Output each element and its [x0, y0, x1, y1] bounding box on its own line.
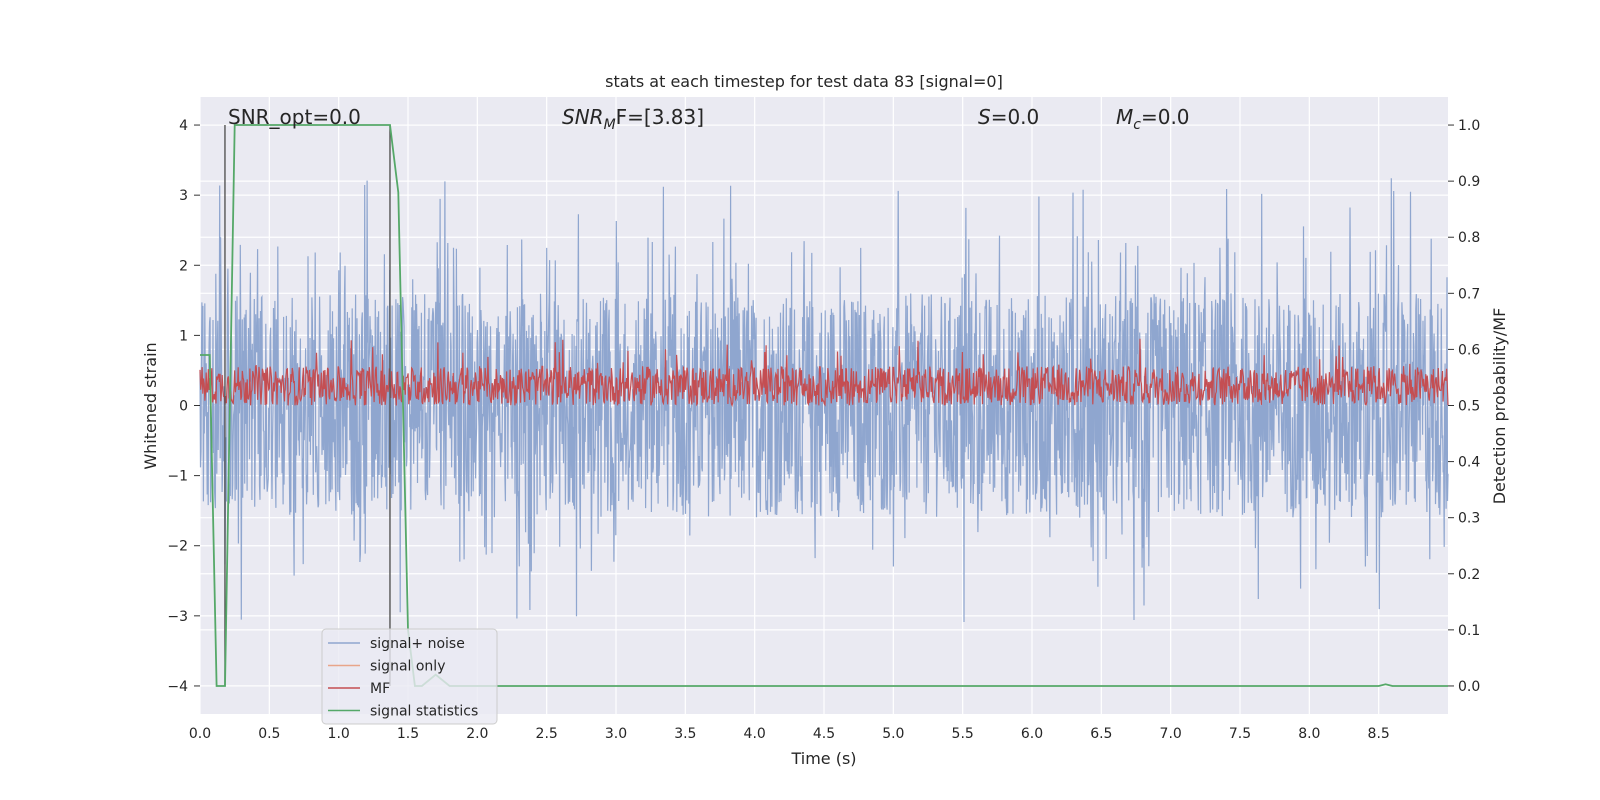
legend-label: signal statistics — [370, 704, 478, 720]
x-tick-label: 3.5 — [674, 726, 696, 742]
x-tick-label: 2.5 — [536, 726, 558, 742]
y-left-tick-label: −1 — [167, 469, 188, 485]
annotation-mc-sub: c — [1133, 117, 1141, 133]
x-tick-label: 8.5 — [1368, 726, 1390, 742]
y-right-tick-label: 0.4 — [1458, 455, 1480, 471]
x-tick-label: 8.0 — [1298, 726, 1320, 742]
x-tick-label: 5.0 — [882, 726, 904, 742]
series-mf — [199, 338, 1449, 407]
annotation-snr-mf-sub: M — [604, 117, 616, 133]
x-tick-label: 6.5 — [1090, 726, 1112, 742]
annotation-snr-mf-main: SNR — [562, 105, 604, 129]
x-axis-label: Time (s) — [790, 749, 856, 768]
y-left-tick-label: −4 — [167, 679, 188, 695]
legend-box — [321, 628, 498, 725]
y-right-tick-label: 0.7 — [1458, 286, 1480, 302]
x-tick-label: 7.0 — [1160, 726, 1182, 742]
legend-label: MF — [370, 681, 390, 697]
y-left-axis-ticks: −4 −3 −2 −1 0 1 2 3 4 — [167, 118, 200, 695]
vertical-markers — [224, 125, 391, 686]
y-left-tick-label: 4 — [179, 118, 188, 134]
y-right-tick-label: 0.9 — [1458, 174, 1480, 190]
y-left-tick-label: −3 — [167, 609, 188, 625]
legend-label: signal+ noise — [370, 636, 465, 652]
x-tick-label: 4.0 — [744, 726, 766, 742]
annotation-mc: Mc=0.0 — [1116, 105, 1190, 133]
y-right-tick-label: 0.1 — [1458, 623, 1480, 639]
x-tick-label: 3.0 — [605, 726, 627, 742]
x-tick-label: 7.5 — [1229, 726, 1251, 742]
y-left-tick-label: 2 — [179, 258, 188, 274]
y-left-tick-label: 1 — [179, 328, 188, 344]
annotation-mc-main: M — [1116, 105, 1133, 129]
y-left-tick-label: 0 — [179, 399, 188, 415]
y-right-tick-label: 1.0 — [1458, 118, 1480, 134]
y-right-tick-label: 0.5 — [1458, 399, 1480, 415]
chart-title: stats at each timestep for test data 83 … — [605, 72, 1003, 91]
legend-items: signal+ noise signal only MF signal statist… — [328, 636, 478, 720]
annotation-snr-opt: SNR_opt=0.0 — [228, 105, 361, 129]
y-right-tick-label: 0.0 — [1458, 679, 1480, 695]
y-right-tick-label: 0.6 — [1458, 342, 1480, 358]
y-right-axis-ticks: 0.0 0.1 0.2 0.3 0.4 0.5 0.6 0.7 0.8 0.9 1.0 — [1448, 118, 1480, 695]
x-tick-label: 5.5 — [952, 726, 974, 742]
annotation-s-rest: =0.0 — [991, 105, 1040, 129]
legend-label: signal only — [370, 659, 445, 675]
y-axis-right-label: Detection probability/MF — [1490, 308, 1509, 505]
annotation-mc-rest: =0.0 — [1141, 105, 1190, 129]
y-right-tick-label: 0.2 — [1458, 567, 1480, 583]
x-tick-label: 1.5 — [397, 726, 419, 742]
y-left-tick-label: −2 — [167, 539, 188, 555]
x-tick-label: 0.0 — [189, 726, 211, 742]
x-tick-label: 6.0 — [1021, 726, 1043, 742]
y-axis-left-label: Whitened strain — [141, 342, 160, 469]
annotation-snr-mf: SNRMF=[3.83] — [562, 105, 704, 133]
x-tick-label: 0.5 — [258, 726, 280, 742]
y-right-tick-label: 0.3 — [1458, 511, 1480, 527]
annotation-s: S=0.0 — [978, 105, 1039, 129]
x-axis-ticks: 0.0 0.5 1.0 1.5 2.0 2.5 3.0 3.5 4.0 4.5 5.0 5.5 6.0 6… — [189, 726, 1390, 742]
y-right-tick-label: 0.8 — [1458, 230, 1480, 246]
x-tick-label: 4.5 — [813, 726, 835, 742]
x-tick-label: 2.0 — [466, 726, 488, 742]
y-left-tick-label: 3 — [179, 188, 188, 204]
annotation-s-main: S — [978, 105, 991, 129]
x-tick-label: 1.0 — [328, 726, 350, 742]
legend: signal+ noise signal only MF signal statist… — [321, 628, 498, 725]
annotation-snr-mf-rest: F=[3.83] — [616, 105, 704, 129]
series-line-mf — [199, 338, 1449, 407]
